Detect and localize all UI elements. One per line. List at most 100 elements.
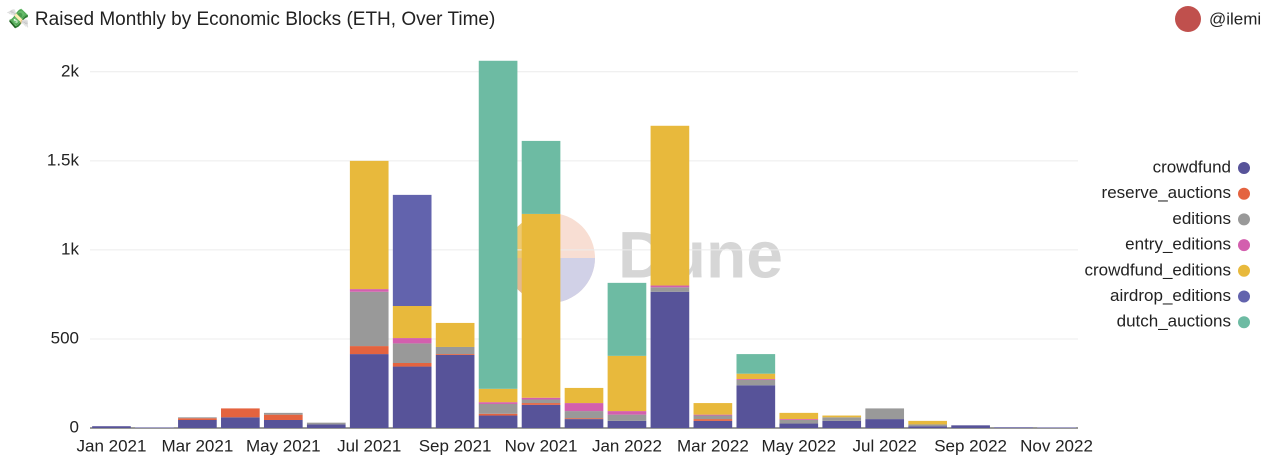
bar-segment	[392, 306, 432, 339]
x-tick-label: Jan 2022	[592, 436, 662, 455]
bar-segment	[1037, 427, 1076, 428]
bar-segment	[521, 399, 561, 404]
bar-segment	[392, 343, 432, 363]
bar-segment	[693, 415, 733, 420]
bar-segment	[564, 419, 604, 428]
bar-segment	[349, 354, 389, 428]
legend-label: crowdfund	[1153, 157, 1231, 176]
bar-segment	[263, 412, 303, 415]
bar-segment	[822, 417, 862, 421]
bar-segment	[521, 404, 561, 428]
bar-segment	[908, 424, 947, 427]
bar-segment	[349, 346, 389, 355]
bar-segment	[736, 385, 776, 428]
bar-segment	[392, 194, 432, 307]
bar-segment	[435, 346, 475, 355]
y-tick-label: 1.5k	[47, 150, 80, 169]
bar-segment	[349, 160, 389, 290]
x-tick-label: May 2022	[761, 436, 836, 455]
legend-marker	[1238, 290, 1250, 303]
x-tick-label: Mar 2021	[161, 436, 233, 455]
legend-marker	[1238, 239, 1250, 252]
author[interactable]: @ilemi	[1209, 9, 1261, 28]
bar-segment	[564, 403, 604, 412]
legend-marker	[1238, 187, 1250, 200]
bar-segment	[306, 424, 346, 428]
bar-segment	[908, 420, 947, 425]
bar-segment	[221, 408, 260, 418]
bar-segment	[392, 362, 432, 367]
bar-segment	[607, 355, 647, 412]
bar-segment	[736, 373, 776, 380]
bar-segment	[435, 354, 475, 428]
bar-segment	[736, 379, 776, 380]
bar-segment	[263, 414, 303, 420]
bar-segment	[178, 417, 217, 419]
bar-segment	[478, 388, 518, 403]
bar-segment	[865, 419, 905, 428]
bar-segment	[693, 420, 733, 428]
bar-segment	[92, 426, 131, 428]
bar-segment	[607, 282, 647, 356]
legend-label: airdrop_editions	[1110, 286, 1231, 305]
bar-segment	[564, 411, 604, 419]
bar-segment	[349, 289, 389, 292]
avatar[interactable]	[1175, 6, 1201, 32]
bar-segment	[779, 423, 819, 428]
legend-marker	[1238, 264, 1250, 277]
bar-segment	[221, 417, 260, 428]
bar-segment	[263, 419, 303, 428]
bar-segment	[736, 379, 776, 386]
bar-segment	[306, 422, 346, 425]
bar-segment	[521, 140, 561, 214]
bar-segment	[521, 397, 561, 400]
bar-segment	[822, 420, 862, 428]
y-tick-label: 1k	[61, 239, 79, 258]
x-tick-label: Jul 2022	[853, 436, 917, 455]
legend-marker	[1238, 213, 1250, 226]
bar-segment	[650, 285, 690, 288]
legend-label: entry_editions	[1125, 235, 1231, 254]
bar-segment	[521, 403, 561, 405]
x-tick-label: Sep 2022	[934, 436, 1007, 455]
bar-segment	[607, 411, 647, 415]
x-tick-label: May 2021	[246, 436, 321, 455]
bar-segment	[779, 419, 819, 420]
legend-label: crowdfund_editions	[1085, 260, 1231, 279]
y-tick-label: 0	[70, 417, 79, 436]
bar-segment	[693, 403, 733, 415]
bar-segment	[478, 60, 518, 389]
bar-segment	[435, 354, 475, 355]
bar-segment	[650, 125, 690, 286]
bar-segment	[392, 366, 432, 428]
bar-segment	[779, 419, 819, 424]
legend-label: editions	[1172, 209, 1231, 228]
bar-segment	[435, 322, 475, 347]
bar-segment	[349, 291, 389, 347]
bar-segment	[693, 419, 733, 421]
bar-segment	[521, 213, 561, 398]
bar-segment	[135, 427, 174, 428]
bar-segment	[693, 414, 733, 416]
y-tick-label: 500	[51, 328, 79, 347]
bar-segment	[736, 354, 776, 374]
y-tick-label: 2k	[61, 61, 79, 80]
bar-segment	[178, 419, 217, 428]
bar-segment	[994, 427, 1033, 428]
legend-label: dutch_auctions	[1117, 312, 1231, 331]
bar-segment	[392, 338, 432, 344]
bar-segment	[822, 415, 862, 418]
bar-segment	[178, 418, 217, 420]
bar-segment	[478, 403, 518, 414]
bar-segment	[779, 412, 819, 420]
bar-segment	[564, 418, 604, 420]
bar-segment	[607, 420, 647, 428]
bar-segment	[478, 413, 518, 416]
bar-segment	[908, 426, 947, 428]
bar-segment	[865, 408, 905, 420]
bar-segment	[478, 402, 518, 404]
x-tick-label: Jan 2021	[77, 436, 147, 455]
legend-label: reserve_auctions	[1102, 183, 1231, 202]
x-tick-label: Nov 2021	[505, 436, 578, 455]
